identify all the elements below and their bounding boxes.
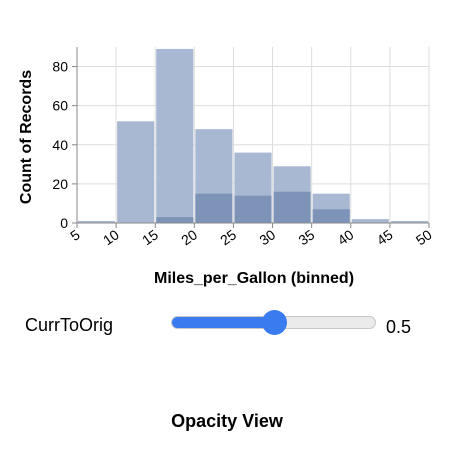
bar-total [351,219,389,223]
x-tick-label: 15 [139,226,161,248]
slider-label: CurrToOrig [25,315,114,335]
slider-value: 0.5 [386,317,412,337]
slider-thumb[interactable] [261,310,287,335]
x-tick-label: 40 [335,226,357,248]
bar-selected [312,209,350,223]
y-tick-label: 40 [52,137,68,153]
bar-selected [234,195,272,223]
x-tick-label: 50 [413,226,435,248]
axes: 0 20 40 60 80 5 10 15 20 25 30 35 40 45 50 [52,47,435,248]
bar-total [117,121,155,223]
y-tick-label: 60 [52,98,68,114]
x-tick-label: 20 [178,226,200,248]
view-title: Opacity View [171,411,283,431]
bars [78,48,428,224]
bar-total [156,48,194,224]
x-tick-label: 5 [67,226,83,244]
x-tick-label: 25 [217,226,239,248]
bar-selected [156,217,194,223]
histogram-chart: 0 20 40 60 80 5 10 15 20 25 30 35 40 45 50 Count of Re… [18,47,435,287]
y-tick-label: 80 [52,59,68,75]
bar-total [78,221,116,223]
slider-track[interactable] [171,310,376,335]
x-tick-label: 30 [256,226,278,248]
y-axis-title: Count of Records [18,70,35,204]
x-tick-label: 10 [100,226,122,248]
x-tick-label: 45 [374,226,396,248]
x-tick-label: 35 [295,226,317,248]
opacity-slider-control: CurrToOrig 0.5 [25,308,425,340]
y-tick-label: 20 [52,176,68,192]
bar-selected [273,191,311,223]
y-tick-label: 0 [60,215,68,231]
slider-fill [172,317,274,328]
bar-total [390,221,428,223]
x-axis-title: Miles_per_Gallon (binned) [154,270,354,287]
bar-selected [195,193,233,223]
